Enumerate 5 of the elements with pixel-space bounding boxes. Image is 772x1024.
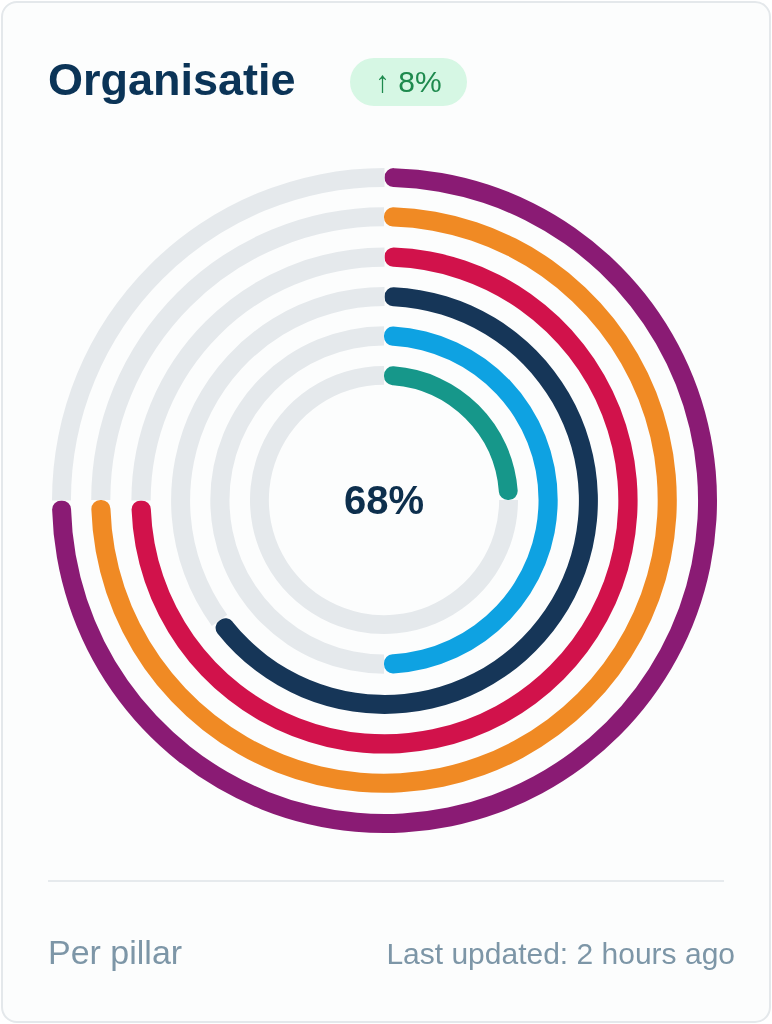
text: Per pillar <box>48 932 183 972</box>
chart-subtitle: ↑ 8% <box>350 58 467 106</box>
text: 68% <box>342 477 426 524</box>
chart-title: Organisatie <box>48 53 296 107</box>
text: Last updated: 2 hours ago <box>386 936 735 972</box>
